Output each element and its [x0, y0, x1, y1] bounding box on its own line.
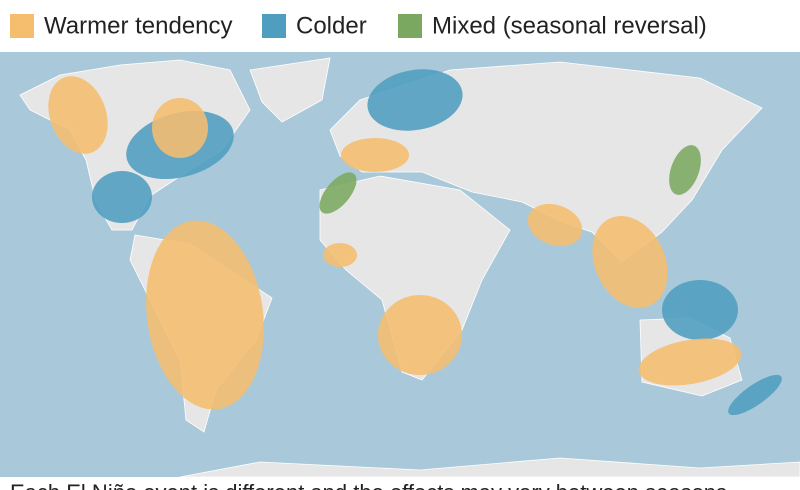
legend-label: Warmer tendency — [44, 12, 233, 39]
caption-bg — [0, 477, 800, 490]
climate-region — [319, 172, 357, 214]
climate-region — [48, 76, 108, 154]
climate-region — [527, 203, 583, 247]
greenland — [249, 57, 331, 123]
climate-region — [146, 220, 264, 410]
climate-region — [378, 295, 462, 375]
climate-region — [662, 280, 738, 340]
antarctica — [179, 457, 800, 478]
legend-swatch — [10, 14, 34, 38]
climate-region — [323, 243, 357, 267]
climate-region — [92, 171, 152, 223]
regions — [48, 69, 782, 416]
climate-region — [669, 145, 701, 195]
legend: Warmer tendency Colder Mixed (seasonal rev… — [10, 12, 707, 39]
legend-swatch — [398, 14, 422, 38]
climate-region — [152, 98, 208, 158]
caption: Each El Niño event is different and the … — [10, 480, 727, 490]
climate-region — [341, 138, 409, 172]
legend-label: Colder — [296, 12, 367, 39]
climate-region — [367, 69, 463, 131]
legend-label: Mixed (seasonal reversal) — [432, 12, 707, 39]
climate-region — [728, 374, 782, 416]
climate-region — [592, 216, 668, 308]
climate-region — [638, 338, 742, 386]
legend-swatch — [262, 14, 286, 38]
